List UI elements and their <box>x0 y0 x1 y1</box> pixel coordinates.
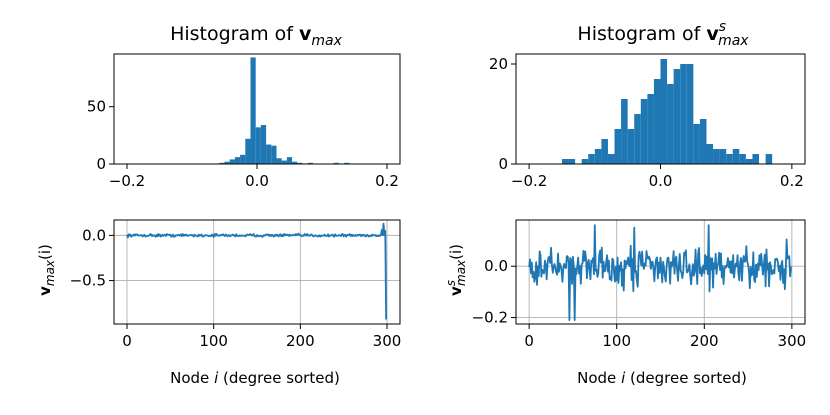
line-vsmax-xlabel: Node i (degree sorted) <box>577 369 747 387</box>
histogram-bar <box>713 149 720 164</box>
x-tick-label: 0.2 <box>375 172 399 190</box>
histogram-bar <box>245 138 251 164</box>
x-tick-label: 300 <box>778 332 807 350</box>
axes-frame <box>515 219 806 325</box>
y-tick-label: 20 <box>489 55 508 73</box>
histogram-bar <box>297 162 303 164</box>
histogram-bar <box>640 99 648 164</box>
x-tick-label: −0.2 <box>109 172 145 190</box>
histogram-bar <box>765 154 773 164</box>
x-tick-label: 100 <box>199 332 228 350</box>
histogram-bar <box>719 149 727 164</box>
histogram-bar <box>693 124 700 164</box>
histogram-bar <box>224 161 230 164</box>
histogram-bar <box>333 162 339 164</box>
hist-vmax-title: Histogram of vmax <box>170 23 343 49</box>
histogram-bar <box>726 154 733 164</box>
histogram-bar <box>234 157 241 164</box>
histogram-bar <box>266 144 272 164</box>
hist-vsmax-panel: Histogram of vs max −0.2 0.0 0.2 0 20 <box>489 19 806 190</box>
histogram-bar <box>621 99 628 164</box>
histogram-bar <box>673 69 681 164</box>
histogram-bar <box>255 127 261 164</box>
x-tick-label: 0.0 <box>245 172 269 190</box>
x-tick-label: 200 <box>286 332 315 350</box>
x-tick-label: 200 <box>690 332 719 350</box>
axes-frame <box>113 219 401 325</box>
y-tick-label: −0.2 <box>472 309 508 327</box>
histogram-bar <box>647 94 654 164</box>
histogram-bar <box>276 158 282 164</box>
histogram-bar <box>660 59 668 164</box>
hist-vmax-plot: −0.2 0.0 0.2 0 50 <box>87 53 401 190</box>
histogram-bar <box>699 119 707 164</box>
x-tick-label: 100 <box>602 332 631 350</box>
line-vsmax-panel: vsmax(i) Node i (degree sorted) 0 100 200 3… <box>444 219 807 387</box>
y-tick-label: −0.5 <box>70 272 106 290</box>
line-vsmax-plot: 0 100 200 300 0.0 −0.2 <box>472 219 807 350</box>
y-tick-label: 0.0 <box>484 257 508 275</box>
y-tick-label: 0.0 <box>82 226 106 244</box>
histogram-bar <box>752 154 760 164</box>
histogram-bar <box>250 57 256 164</box>
histogram-bar <box>634 114 641 164</box>
histogram-bar <box>732 149 740 164</box>
y-tick-label: 50 <box>87 98 106 116</box>
histogram-bar <box>568 159 576 164</box>
x-tick-label: 0 <box>122 332 132 350</box>
x-tick-label: 300 <box>373 332 402 350</box>
x-tick-label: 0.2 <box>780 172 804 190</box>
histogram-bar <box>281 160 287 164</box>
histogram-bar <box>286 157 293 164</box>
histogram-bar <box>271 145 277 164</box>
histogram-bar <box>745 159 753 164</box>
hist-vsmax-plot: −0.2 0.0 0.2 0 20 <box>489 53 806 190</box>
x-tick-label: 0 <box>524 332 534 350</box>
histogram-bar <box>260 125 267 164</box>
histogram-bar <box>594 149 602 164</box>
histogram-bar <box>344 162 350 164</box>
histogram-bar <box>680 64 687 164</box>
histogram-bar <box>229 159 235 164</box>
histogram-bar <box>706 144 714 164</box>
line-vsmax-ylabel: vsmax(i) <box>444 244 468 296</box>
series-line <box>126 222 388 320</box>
x-tick-label: −0.2 <box>511 172 547 190</box>
histogram-bar <box>240 154 246 164</box>
histogram-bar <box>614 129 622 164</box>
series-line <box>528 224 792 322</box>
line-vmax-xlabel: Node i (degree sorted) <box>170 369 340 387</box>
histogram-bar <box>739 154 746 164</box>
histogram-bar <box>307 162 313 164</box>
histogram-bar <box>601 139 608 164</box>
line-vmax-plot: 0 100 200 300 0.0 −0.5 <box>70 219 402 350</box>
histogram-bar <box>686 64 694 164</box>
histogram-bar <box>607 154 615 164</box>
histogram-bar <box>219 162 225 164</box>
line-vmax-ylabel: vmax(i) <box>36 244 57 296</box>
histogram-bar <box>292 161 298 164</box>
histogram-bar <box>581 159 589 164</box>
x-tick-label: 0.0 <box>649 172 673 190</box>
histogram-bar <box>653 79 661 164</box>
hist-vmax-panel: Histogram of vmax −0.2 0.0 0.2 0 50 <box>87 23 401 190</box>
histogram-bar <box>561 159 569 164</box>
line-vmax-panel: vmax(i) Node i (degree sorted) 0 100 200 30… <box>36 219 402 387</box>
histogram-bar <box>667 84 674 164</box>
histogram-bar <box>588 154 595 164</box>
hist-vsmax-title: Histogram of vs max <box>577 19 749 49</box>
y-tick-label: 0 <box>498 155 508 173</box>
y-tick-label: 0 <box>96 155 106 173</box>
histogram-bar <box>627 129 635 164</box>
